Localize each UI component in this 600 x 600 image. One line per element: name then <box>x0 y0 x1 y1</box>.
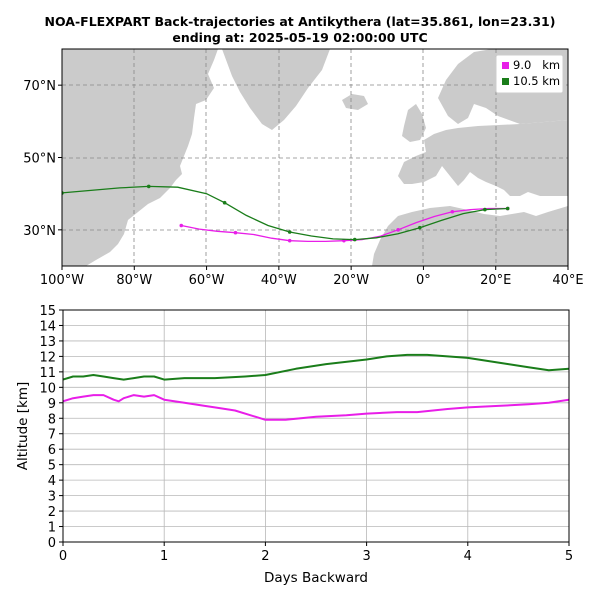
altitude-y-tick-label: 15 <box>39 304 56 319</box>
map-trajectory-point <box>146 184 151 189</box>
map-trajectory-point <box>287 238 292 243</box>
figure-title-line1: NOA-FLEXPART Back-trajectories at Antiky… <box>45 14 556 29</box>
altitude-y-label: Altitude [km] <box>15 382 31 471</box>
altitude-y-tick-label: 3 <box>48 490 56 505</box>
altitude-y-tick-label: 2 <box>48 505 56 520</box>
map-x-tick-label: 20°E <box>480 273 511 288</box>
altitude-y-tick-label: 5 <box>48 459 56 474</box>
altitude-line-10km <box>63 353 569 381</box>
map-trajectory-point <box>179 223 184 228</box>
legend-box <box>495 54 564 94</box>
altitude-x-tick-label: 0 <box>59 549 67 564</box>
altitude-series <box>63 353 569 421</box>
altitude-y-tick-label: 4 <box>48 474 56 489</box>
map-panel: 9.0 km 10.5 km 100°W 80°W 60°W 40°W 20°W 0° 20… <box>23 48 584 288</box>
altitude-y-tick-label: 11 <box>39 366 56 381</box>
altitude-y-tick-label: 10 <box>39 381 56 396</box>
legend-swatch-10km <box>502 78 509 85</box>
altitude-x-tick-label: 4 <box>464 549 472 564</box>
altitude-frame <box>62 309 570 543</box>
map-trajectories <box>62 184 510 243</box>
altitude-x-tick-label: 3 <box>362 549 370 564</box>
altitude-y-tick-label: 1 <box>48 521 56 536</box>
altitude-x-tick-label: 5 <box>565 549 573 564</box>
altitude-x-ticks: 0 1 2 3 4 5 <box>59 542 573 564</box>
altitude-y-tick-label: 9 <box>48 397 56 412</box>
sea-mediterranean <box>404 190 518 212</box>
map-trajectory-point <box>287 230 292 234</box>
land-north-america <box>62 49 218 266</box>
map-x-tick-label: 40°E <box>552 273 583 288</box>
map-x-tick-label: 20°W <box>333 273 369 288</box>
map-trajectory-point <box>505 206 510 211</box>
map-legend: 9.0 km 10.5 km <box>495 54 564 94</box>
map-x-tick-label: 80°W <box>116 273 152 288</box>
map-y-tick-label: 50°N <box>23 152 56 167</box>
figure-title-line2: ending at: 2025-05-19 02:00:00 UTC <box>172 30 427 45</box>
altitude-y-tick-label: 0 <box>48 536 56 551</box>
map-x-tick-label: 60°W <box>189 273 225 288</box>
altitude-y-tick-label: 6 <box>48 443 56 458</box>
map-trajectory-point <box>450 209 455 214</box>
altitude-line-9km <box>63 394 569 421</box>
map-trajectory-10km <box>62 185 508 241</box>
map-y-ticks: 30°N 50°N 70°N <box>23 79 62 239</box>
altitude-y-tick-label: 7 <box>48 428 56 443</box>
map-land <box>62 49 568 266</box>
map-trajectory-point <box>222 200 227 205</box>
land-greenland <box>222 49 330 130</box>
map-y-tick-label: 70°N <box>23 79 56 94</box>
land-british-isles <box>402 104 426 142</box>
map-x-ticks: 100°W 80°W 60°W 40°W 20°W 0° 20°E 40°E <box>40 266 584 288</box>
altitude-x-tick-label: 1 <box>160 549 168 564</box>
altitude-y-tick-label: 12 <box>39 350 56 365</box>
altitude-y-tick-label: 8 <box>48 412 56 427</box>
altitude-x-tick-label: 2 <box>261 549 269 564</box>
legend-label-10km: 10.5 km <box>513 74 560 88</box>
map-x-tick-label: 100°W <box>40 273 84 288</box>
map-trajectory-point <box>233 230 238 235</box>
legend-label-9km: 9.0 km <box>513 58 560 72</box>
legend-swatch-9km <box>502 62 509 69</box>
map-trajectory-point <box>352 237 357 242</box>
map-x-tick-label: 0° <box>416 273 431 288</box>
map-x-tick-label: 40°W <box>261 273 297 288</box>
map-y-tick-label: 30°N <box>23 224 56 239</box>
land-iceland <box>342 94 368 110</box>
map-gridlines <box>62 49 568 266</box>
map-trajectory-point <box>483 207 487 212</box>
altitude-y-tick-label: 14 <box>39 319 56 334</box>
map-trajectory-point <box>418 225 422 230</box>
altitude-plot-area <box>63 310 569 542</box>
map-trajectory-point <box>396 228 400 232</box>
altitude-y-tick-label: 13 <box>39 335 56 350</box>
altitude-x-label: Days Backward <box>264 570 368 586</box>
